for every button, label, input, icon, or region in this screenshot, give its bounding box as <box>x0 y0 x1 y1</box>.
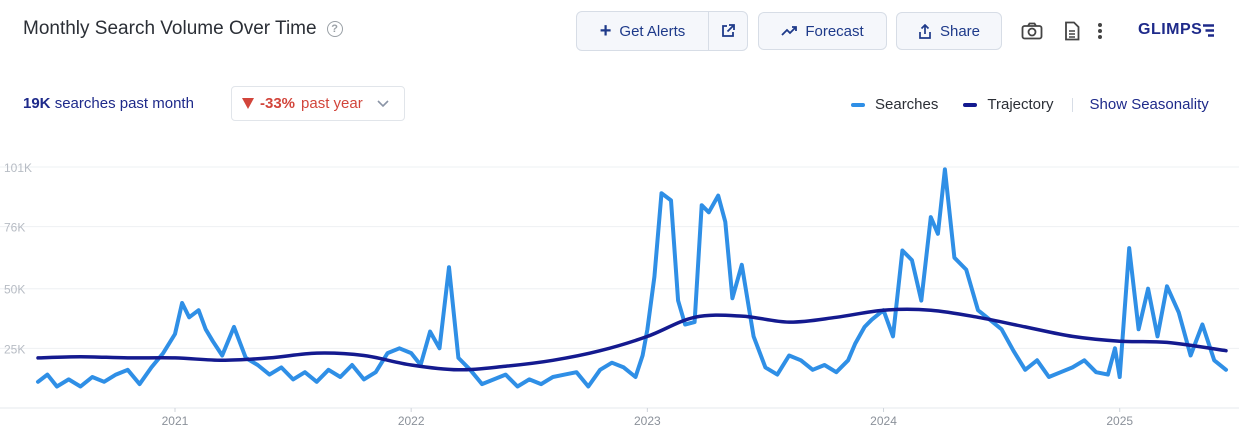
legend-divider <box>1071 97 1073 112</box>
y-tick-label: 25K <box>4 342 25 356</box>
yoy-suffix: past year <box>301 95 363 112</box>
monthly-search-value: 19K <box>23 95 51 112</box>
share-button[interactable]: Share <box>896 12 1002 50</box>
y-tick-label: 76K <box>4 221 25 235</box>
x-tick-label: 2024 <box>870 414 897 428</box>
series-line-searches <box>36 167 1228 389</box>
legend-label-trajectory: Trajectory <box>987 96 1054 113</box>
share-label: Share <box>939 22 981 40</box>
glimpse-logo: GLIMPS <box>1138 21 1215 39</box>
x-axis: 2021 2022 2023 2024 2025 <box>0 407 1239 428</box>
plus-icon: + <box>599 20 612 42</box>
forecast-button[interactable]: Forecast <box>758 12 887 50</box>
yoy-change-dropdown[interactable]: -33% past year <box>231 86 405 121</box>
chart-gridlines <box>0 166 1239 349</box>
chart-legend: Searches Trajectory Show Seasonality <box>851 96 1209 113</box>
series-line-trajectory <box>36 307 1228 372</box>
title-text: Monthly Search Volume Over Time <box>23 18 317 39</box>
forecast-label: Forecast <box>805 22 864 40</box>
legend-item-searches[interactable]: Searches <box>851 96 938 113</box>
x-tick-label: 2022 <box>398 414 425 428</box>
x-tick-label: 2023 <box>634 414 661 428</box>
yoy-percent: -33% <box>260 95 296 112</box>
get-alerts-label: Get Alerts <box>619 22 686 40</box>
monthly-search-text: searches past month <box>54 95 194 112</box>
get-alerts-button[interactable]: + Get Alerts <box>577 12 708 50</box>
legend-label-searches: Searches <box>875 96 939 113</box>
legend-item-trajectory[interactable]: Trajectory <box>963 96 1054 113</box>
camera-icon[interactable] <box>1021 22 1043 40</box>
logo-mark-icon <box>1203 23 1215 37</box>
legend-swatch-searches <box>851 102 865 107</box>
chart-title: Monthly Search Volume Over Time ? <box>23 18 343 40</box>
open-external-button[interactable] <box>708 12 747 50</box>
search-volume-chart: 25K 50K 76K 101K 2021 2022 2023 2024 2025 <box>0 161 1239 428</box>
y-axis-labels: 25K 50K 76K 101K <box>4 161 32 356</box>
toolbar: + Get Alerts Forecast Share <box>576 11 1102 51</box>
trend-up-icon <box>781 26 798 36</box>
external-link-icon <box>722 24 735 37</box>
share-icon <box>919 23 931 39</box>
chevron-down-icon <box>377 99 389 107</box>
logo-text: GLIMPS <box>1138 21 1203 38</box>
monthly-summary: 19K searches past month <box>23 95 194 112</box>
x-tick-label: 2021 <box>162 414 189 428</box>
alerts-button-group: + Get Alerts <box>576 11 748 51</box>
show-seasonality-link[interactable]: Show Seasonality <box>1089 96 1209 113</box>
y-tick-label: 101K <box>4 161 32 175</box>
chart-series <box>36 167 1228 389</box>
x-tick-label: 2025 <box>1106 414 1133 428</box>
more-vertical-icon[interactable] <box>1098 22 1102 40</box>
document-icon[interactable] <box>1064 21 1080 41</box>
question-circle-icon[interactable]: ? <box>326 21 343 37</box>
y-tick-label: 50K <box>4 283 25 297</box>
legend-swatch-trajectory <box>963 102 978 107</box>
triangle-down-icon <box>242 98 254 109</box>
